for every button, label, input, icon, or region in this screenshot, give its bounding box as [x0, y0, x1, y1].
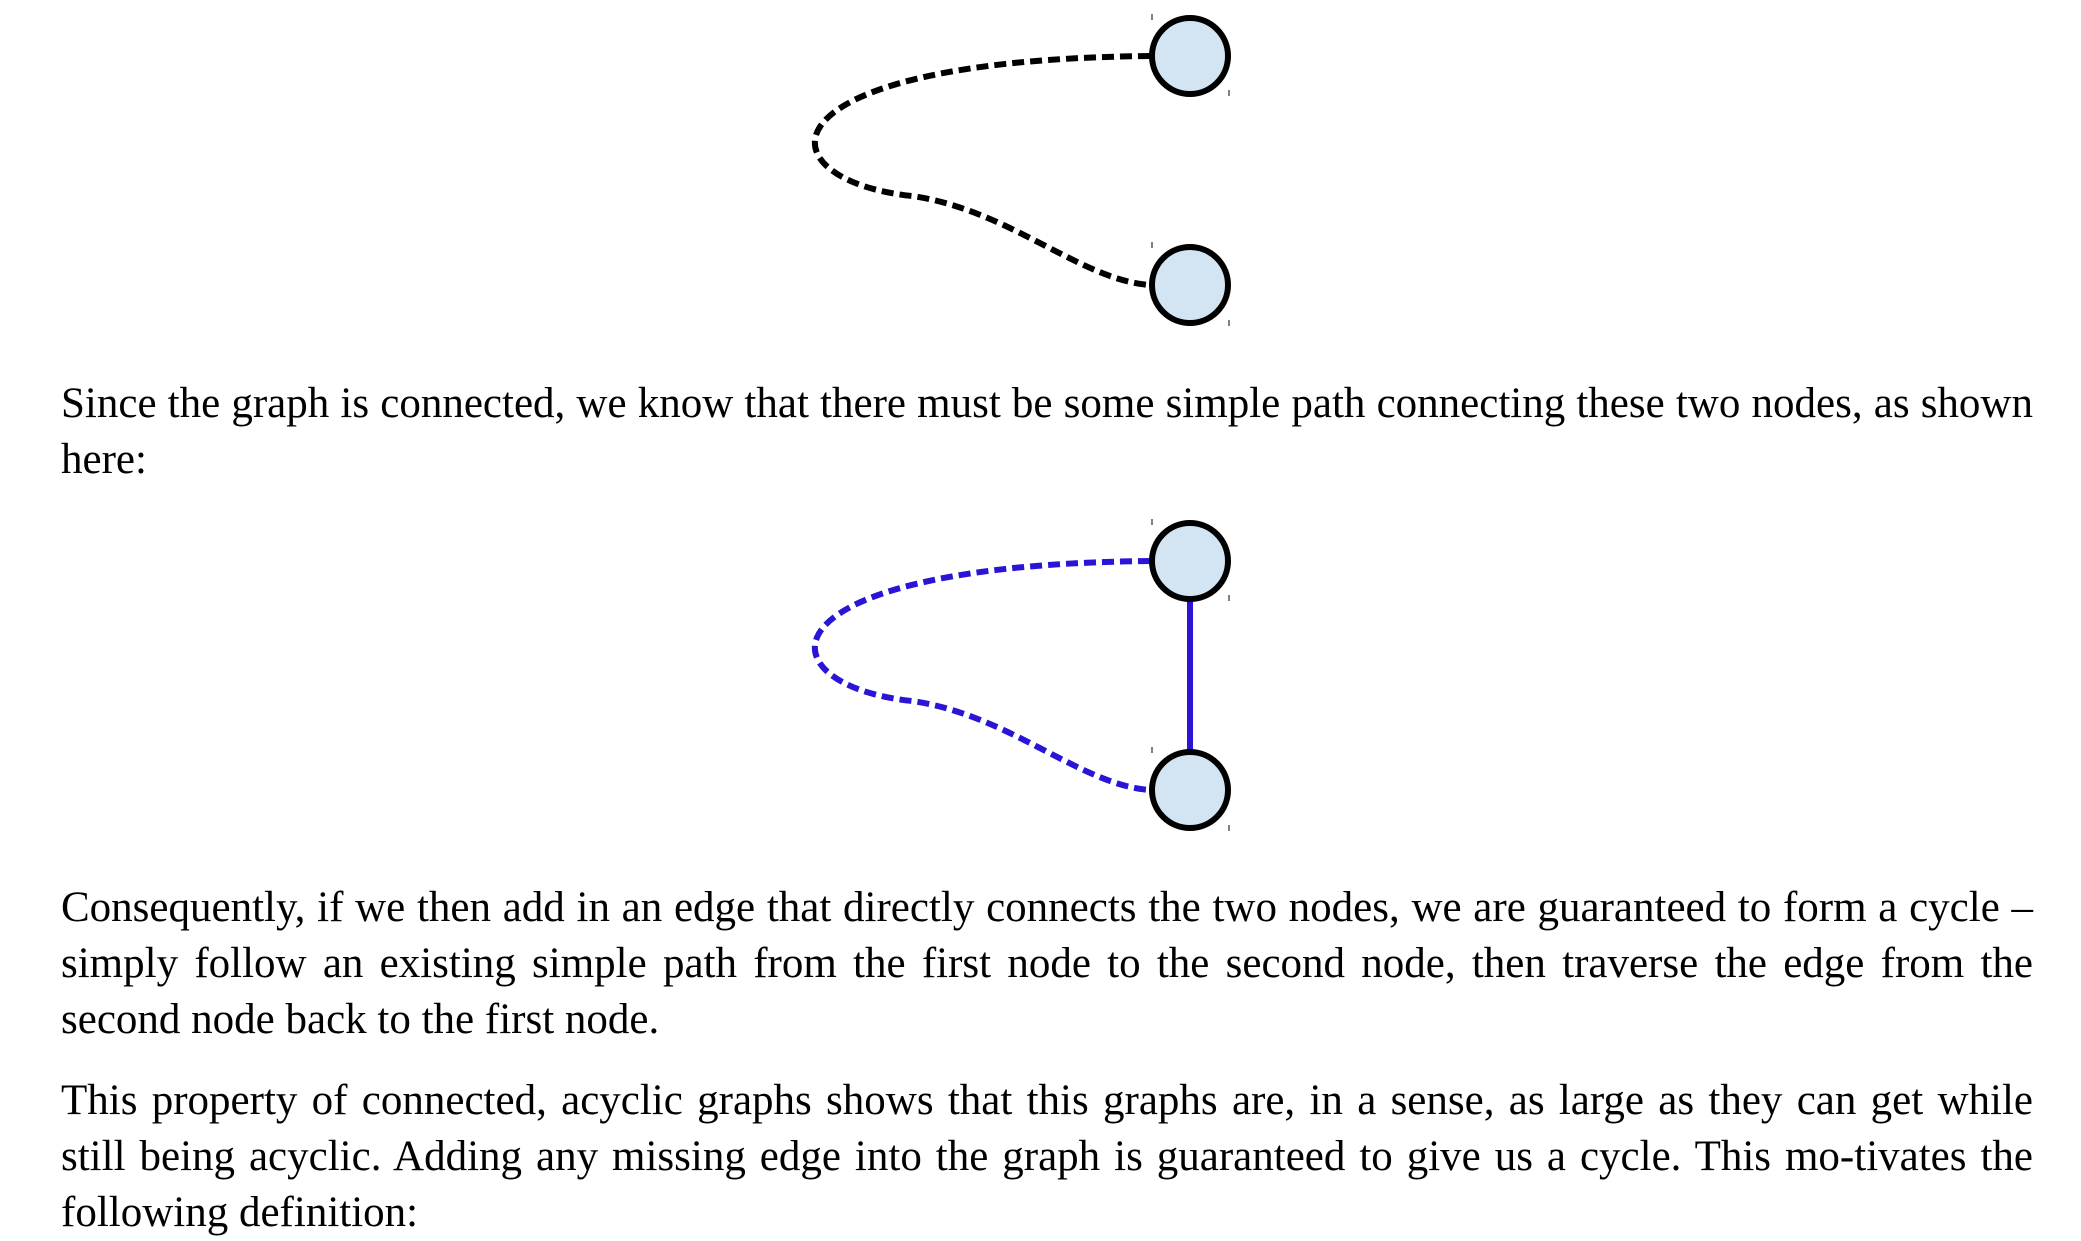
- node-bottom: [1149, 749, 1231, 831]
- dashed-simple-path: [811, 53, 1151, 288]
- node-top: [1149, 520, 1231, 602]
- graph-diagram-1: [811, 14, 1231, 326]
- figure-path-only: [0, 0, 2081, 340]
- dashed-simple-path: [811, 558, 1151, 793]
- node-top: [1149, 15, 1231, 97]
- paragraph-connected-path: Since the graph is connected, we know th…: [61, 380, 2033, 483]
- paragraph-maximally-acyclic: This property of connected, acyclic grap…: [61, 1077, 2033, 1236]
- graph-diagram-2: [811, 519, 1231, 831]
- node-bottom: [1149, 244, 1231, 326]
- figure-path-plus-edge: [0, 505, 2081, 845]
- paragraph-add-edge-cycle: Consequently, if we then add in an edge …: [61, 884, 2033, 1043]
